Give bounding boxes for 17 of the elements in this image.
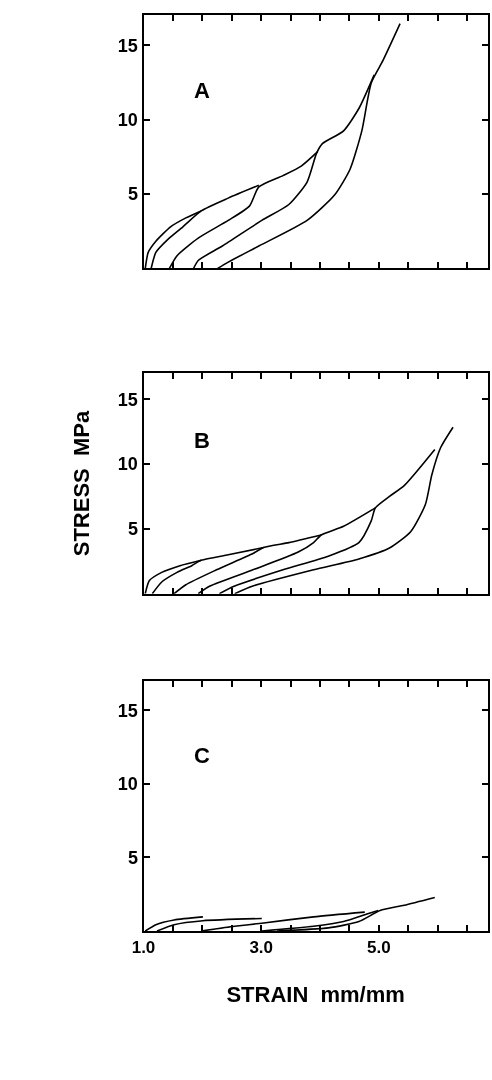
annotation: B: [194, 428, 210, 453]
y-tick-label: 10: [117, 109, 138, 130]
y-tick-label: 5: [127, 184, 138, 205]
annotation: C: [194, 743, 210, 768]
y-tick-label: 5: [127, 847, 138, 868]
y-axis-title: STRESS MPa: [69, 410, 95, 557]
y-tick-label: 15: [117, 389, 138, 410]
y-tick-label: 5: [127, 519, 138, 540]
x-tick-label: 5.0: [367, 938, 391, 958]
annotation: A: [194, 78, 210, 103]
x-tick-label: 3.0: [249, 938, 274, 958]
y-tick-label: 15: [117, 35, 138, 56]
x-axis-title: STRAIN mm/mm: [226, 981, 405, 1007]
y-tick-label: 15: [117, 700, 138, 721]
y-tick-label: 10: [117, 774, 138, 795]
x-tick-label: 1.0: [131, 938, 156, 958]
y-tick-label: 10: [117, 454, 138, 475]
